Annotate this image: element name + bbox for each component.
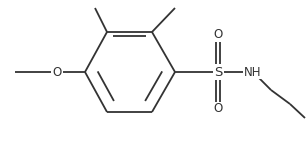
Text: S: S [214, 66, 222, 78]
Text: O: O [52, 66, 62, 78]
Text: NH: NH [244, 66, 262, 78]
Text: O: O [213, 103, 223, 116]
Text: O: O [213, 29, 223, 41]
